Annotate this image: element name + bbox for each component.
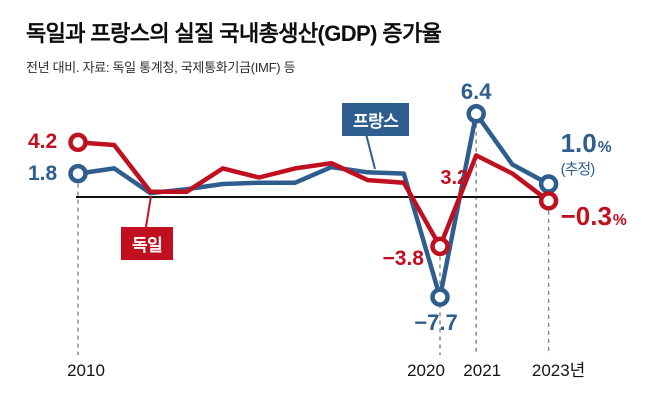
- x-label-2010: 2010: [67, 361, 105, 380]
- callout-connector-germany: [145, 195, 152, 228]
- marker-france-2010: [68, 163, 88, 184]
- marker-france-2023: [538, 174, 559, 194]
- x-label-2023: 2023년: [532, 361, 585, 380]
- marker-france-2020: [430, 287, 450, 307]
- chart-source-note: 전년 대비. 자료: 독일 통계청, 국제통화기금(IMF) 등: [26, 60, 296, 75]
- x-label-2021: 2021: [463, 361, 501, 380]
- marker-germany-2020: [430, 236, 450, 257]
- callout-connector-france: [364, 129, 376, 170]
- x-label-2020: 2020: [407, 361, 445, 380]
- chart-title: 독일과 프랑스의 실질 국내총생산(GDP) 증가율: [26, 21, 442, 46]
- marker-germany-2010: [68, 132, 88, 153]
- chart-header: 독일과 프랑스의 실질 국내총생산(GDP) 증가율 전년 대비. 자료: 독일…: [26, 16, 642, 76]
- marker-germany-2023: [538, 191, 559, 211]
- marker-france-2021: [466, 104, 486, 124]
- series-line-germany: [75, 140, 551, 249]
